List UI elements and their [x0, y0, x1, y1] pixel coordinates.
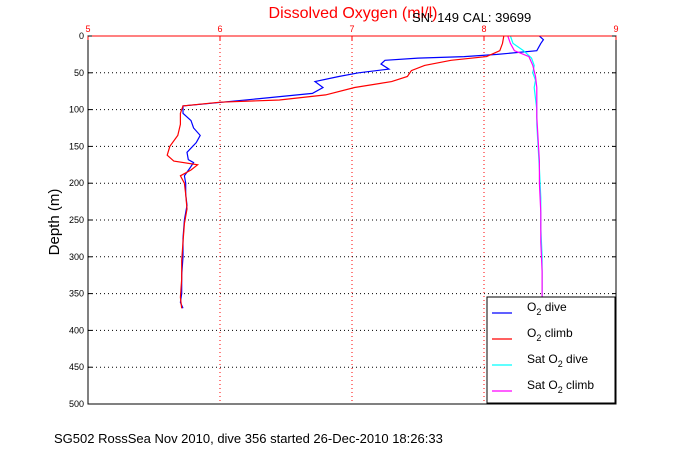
legend-sat-o2-climb-label: Sat O2 climb — [527, 378, 594, 395]
x-tick-label: 5 — [85, 24, 90, 34]
dive-info-footer: SG502 RossSea Nov 2010, dive 356 started… — [54, 431, 443, 446]
y-tick-label: 400 — [69, 325, 84, 335]
o2-climb-line — [166, 35, 505, 309]
x-tick-label: 8 — [481, 24, 486, 34]
axis-ticks: 5 6 7 8 9 0 50 100 150 200 250 300 350 400 450 500 — [69, 24, 619, 409]
legend-o2-climb-label: O2 climb — [527, 326, 573, 343]
x-tick-label: 7 — [349, 24, 354, 34]
x-tick-label: 6 — [217, 24, 222, 34]
y-tick-label: 350 — [69, 289, 84, 299]
legend-sat-o2-dive-label: Sat O2 dive — [527, 352, 588, 369]
chart-title: Dissolved Oxygen (ml/l) — [269, 5, 438, 22]
y-tick-label: 0 — [79, 31, 84, 41]
y-axis-label: Depth (m) — [46, 189, 63, 256]
sat-o2-climb-line — [507, 35, 543, 301]
y-tick-label: 150 — [69, 141, 84, 151]
y-tick-label: 250 — [69, 215, 84, 225]
y-tick-label: 100 — [69, 105, 84, 115]
x-tick-label: 9 — [613, 24, 618, 34]
y-tick-label: 450 — [69, 362, 84, 372]
legend-box — [486, 296, 616, 404]
data-curves — [166, 35, 545, 309]
y-tick-label: 300 — [69, 252, 84, 262]
legend: O2 dive O2 climb Sat O2 dive Sat O2 climb — [486, 296, 616, 404]
y-tick-label: 50 — [74, 68, 84, 78]
o2-dive-line — [179, 35, 545, 309]
legend-o2-dive-label: O2 dive — [527, 300, 567, 317]
chart-subtitle: SN: 149 CAL: 39699 — [412, 10, 531, 25]
y-tick-label: 200 — [69, 178, 84, 188]
y-tick-label: 500 — [69, 399, 84, 409]
